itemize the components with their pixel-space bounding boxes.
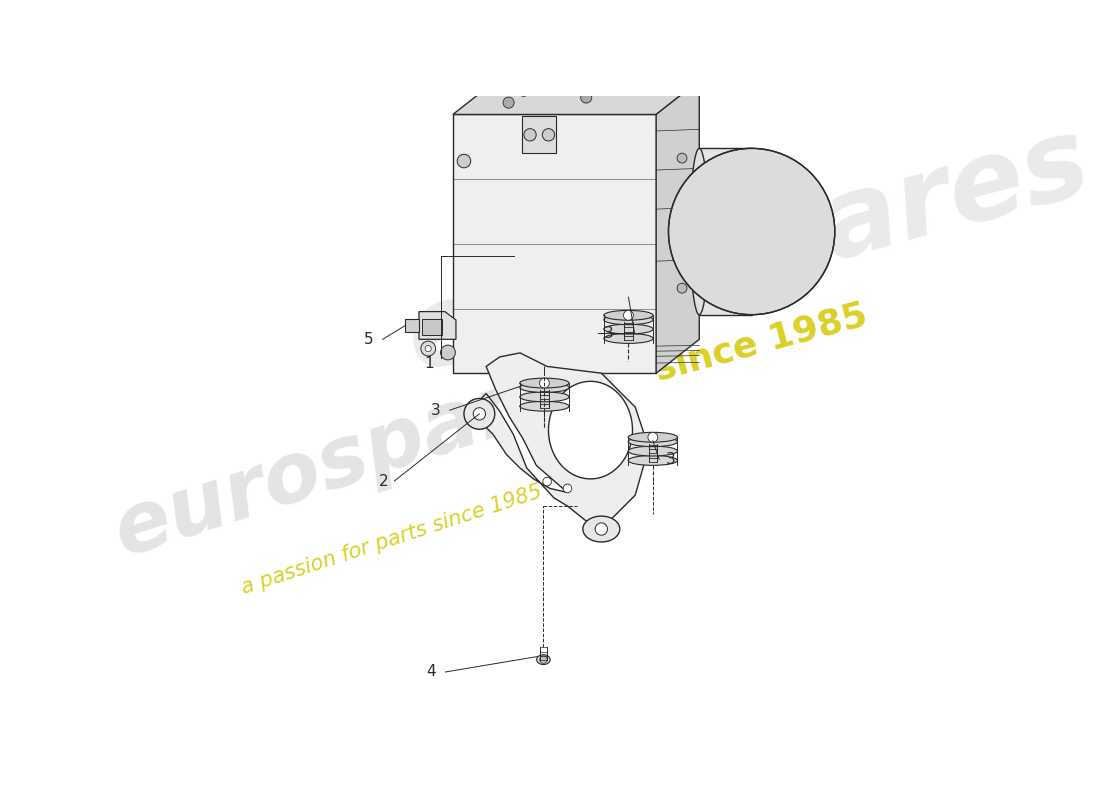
Circle shape <box>624 310 634 320</box>
Text: 4: 4 <box>427 665 437 679</box>
Ellipse shape <box>604 324 653 334</box>
Ellipse shape <box>742 148 761 314</box>
Text: eurospares: eurospares <box>395 107 1100 393</box>
Ellipse shape <box>520 378 569 388</box>
Circle shape <box>458 154 471 168</box>
Ellipse shape <box>604 334 653 343</box>
Circle shape <box>581 92 592 103</box>
Ellipse shape <box>628 446 678 456</box>
Circle shape <box>503 97 514 108</box>
Ellipse shape <box>583 516 619 542</box>
Text: eurospares: eurospares <box>103 334 629 574</box>
Polygon shape <box>453 81 700 114</box>
Text: 5: 5 <box>364 332 373 347</box>
Circle shape <box>440 345 455 360</box>
Circle shape <box>596 80 607 91</box>
Polygon shape <box>406 318 419 332</box>
Circle shape <box>518 86 529 96</box>
Circle shape <box>524 129 536 141</box>
Circle shape <box>669 148 835 314</box>
Circle shape <box>540 656 547 663</box>
Circle shape <box>425 346 431 352</box>
Ellipse shape <box>628 432 678 442</box>
Ellipse shape <box>604 310 653 320</box>
Polygon shape <box>700 148 751 314</box>
Circle shape <box>464 398 495 430</box>
Polygon shape <box>453 114 656 373</box>
Ellipse shape <box>549 382 632 479</box>
Text: 3: 3 <box>431 402 440 418</box>
Polygon shape <box>476 353 649 533</box>
Circle shape <box>595 523 607 535</box>
Ellipse shape <box>520 392 569 402</box>
Ellipse shape <box>520 382 569 393</box>
Circle shape <box>539 378 549 388</box>
Text: 2: 2 <box>378 474 388 489</box>
Polygon shape <box>522 116 557 154</box>
Text: since 1985: since 1985 <box>651 298 871 387</box>
Ellipse shape <box>537 654 550 665</box>
Circle shape <box>473 408 485 420</box>
Ellipse shape <box>604 315 653 325</box>
Circle shape <box>542 478 551 486</box>
Text: 3: 3 <box>666 452 675 467</box>
Ellipse shape <box>628 455 678 466</box>
Circle shape <box>563 484 572 493</box>
Ellipse shape <box>690 148 708 314</box>
Ellipse shape <box>628 437 678 446</box>
Text: 3: 3 <box>604 326 614 341</box>
Polygon shape <box>656 81 700 373</box>
FancyBboxPatch shape <box>422 318 442 335</box>
Circle shape <box>648 432 658 442</box>
Ellipse shape <box>520 402 569 411</box>
Text: 1: 1 <box>425 357 435 371</box>
Polygon shape <box>419 311 455 339</box>
Circle shape <box>421 341 436 356</box>
Circle shape <box>542 129 554 141</box>
Text: a passion for parts since 1985: a passion for parts since 1985 <box>239 482 544 598</box>
Circle shape <box>678 283 686 293</box>
Circle shape <box>678 153 686 163</box>
